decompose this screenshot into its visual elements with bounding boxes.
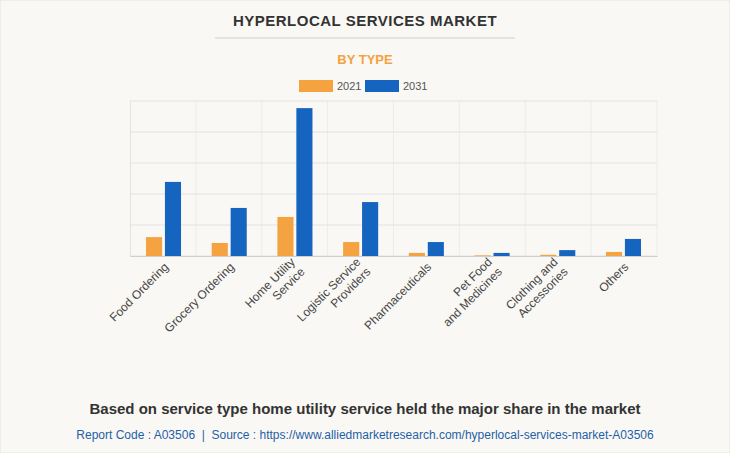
x-tick-label-line: Providers: [328, 265, 374, 311]
bar: [343, 242, 359, 256]
title-rule: [215, 38, 515, 39]
bar: [475, 255, 491, 256]
x-tick-label-line: Service: [269, 265, 307, 303]
separator: [327, 101, 328, 256]
source: Report Code : A03506 | Source : https://…: [76, 428, 654, 442]
bar: [362, 202, 378, 256]
y-axis-line: [130, 102, 131, 257]
separator: [657, 101, 658, 256]
legend-label: 2031: [403, 80, 427, 92]
x-tick-label: Others: [596, 260, 631, 295]
x-tick-label-line: and Medicines: [440, 265, 505, 330]
x-tick-label-line: Food Ordering: [107, 260, 172, 325]
legend-label: 2021: [337, 80, 361, 92]
caption: Based on service type home utility servi…: [89, 400, 640, 417]
grid-line: [130, 225, 657, 226]
bar: [493, 253, 509, 256]
x-tick: Pet Foodand Medicines: [430, 255, 505, 330]
x-tick-label: Pharmaceuticals: [362, 260, 435, 333]
x-axis-line: [131, 256, 658, 257]
title: HYPERLOCAL SERVICES MARKET: [233, 12, 497, 29]
grid-line: [130, 163, 657, 164]
bar: [540, 255, 556, 256]
grid-line: [130, 101, 657, 102]
grid-line: [130, 194, 657, 195]
bar: [146, 237, 162, 256]
x-tick-label: Grocery Ordering: [162, 260, 237, 335]
grid-line: [130, 256, 657, 257]
x-tick-label-line: Grocery Ordering: [162, 260, 237, 335]
background: [0, 0, 730, 453]
separator: [393, 101, 394, 256]
x-tick: Pharmaceuticals: [362, 256, 435, 333]
bar: [606, 252, 622, 256]
bar: [277, 217, 293, 256]
y-axis: [130, 102, 132, 257]
x-tick: Grocery Ordering: [162, 256, 237, 335]
x-tick-label: Pet Foodand Medicines: [430, 255, 505, 330]
grid-line: [130, 132, 657, 133]
subtitle: BY TYPE: [337, 52, 393, 67]
bars: [146, 108, 641, 256]
bar: [165, 182, 181, 256]
bar: [296, 108, 312, 256]
separator: [261, 101, 262, 256]
legend-swatch: [365, 80, 399, 92]
separator: [591, 101, 592, 256]
x-tick: Others: [596, 256, 631, 295]
bar: [212, 243, 228, 256]
x-tick: Clothing andAccessories: [503, 255, 570, 322]
bar: [428, 242, 444, 256]
x-tick-label-line: Others: [596, 260, 631, 295]
x-axis: Food OrderingGrocery OrderingHome Utilit…: [107, 255, 658, 336]
legend-swatch: [299, 80, 333, 92]
bar: [559, 250, 575, 256]
x-tick: Food Ordering: [107, 256, 172, 324]
bar: [231, 208, 247, 256]
separator: [525, 101, 526, 256]
chart: HYPERLOCAL SERVICES MARKET BY TYPE Food Or…: [0, 0, 730, 453]
x-tick-label: Clothing andAccessories: [503, 255, 570, 322]
x-tick-label-line: Pharmaceuticals: [362, 260, 435, 333]
separator: [195, 101, 196, 256]
x-tick-label-line: Accessories: [515, 265, 571, 321]
legend: 2021 2031: [299, 80, 427, 92]
bar: [409, 253, 425, 256]
bar: [625, 239, 641, 256]
separator: [459, 101, 460, 256]
x-tick-label: Food Ordering: [107, 260, 172, 325]
